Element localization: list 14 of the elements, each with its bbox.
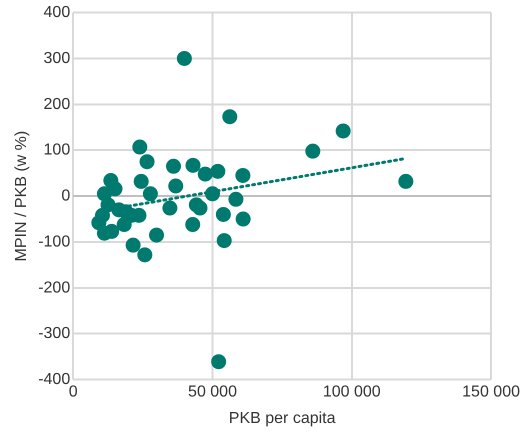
x-tick-label: 150 000 (462, 384, 520, 401)
y-tick-label: -400 (38, 371, 70, 388)
y-tick-label: 100 (44, 142, 70, 159)
y-tick-label: 200 (44, 96, 70, 113)
y-tick-label: 0 (61, 188, 70, 205)
y-tick-label: -200 (38, 279, 70, 296)
y-tick-label: -100 (38, 233, 70, 250)
y-axis-title: MPIN / PKB (w %) (13, 130, 30, 262)
y-tick-label: -300 (38, 325, 70, 342)
y-tick-label: 300 (44, 50, 70, 67)
x-axis-title: PKB per capita (228, 410, 336, 427)
x-tick-label: 100 000 (322, 384, 381, 401)
y-tick-label: 400 (44, 4, 70, 22)
x-tick-label: 50 000 (188, 384, 238, 401)
